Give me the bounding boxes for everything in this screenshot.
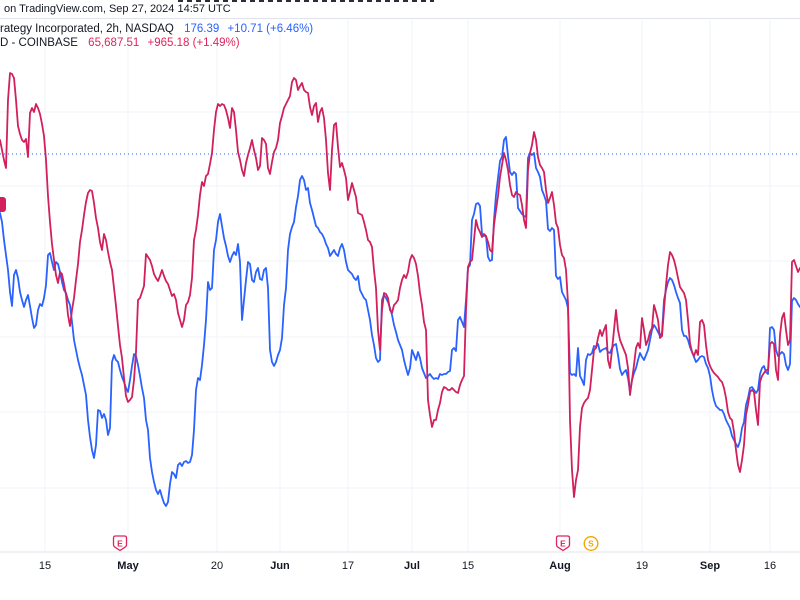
legend-row-btc[interactable]: D - COINBASE 65,687.51 +965.18 (+1.49%) <box>0 36 313 50</box>
mstr-symbol-label: rategy Incorporated, 2h, NASDAQ <box>0 23 174 35</box>
x-tick-15[interactable]: 15 <box>39 560 51 572</box>
header-divider <box>0 18 800 19</box>
x-tick-19[interactable]: 19 <box>636 560 648 572</box>
earnings-badge-icon[interactable] <box>555 535 571 552</box>
x-tick-may[interactable]: May <box>117 560 139 572</box>
legend: rategy Incorporated, 2h, NASDAQ 176.39 +… <box>0 22 313 50</box>
legend-row-mstr[interactable]: rategy Incorporated, 2h, NASDAQ 176.39 +… <box>0 22 313 36</box>
clipped-text-sliver <box>178 0 434 2</box>
event-badge-label: S <box>588 538 594 548</box>
btc-last-price: 65,687.51 <box>88 37 140 49</box>
attribution-text: on TradingView.com, Sep 27, 2024 14:57 U… <box>4 3 231 15</box>
x-tick-16[interactable]: 16 <box>764 560 776 572</box>
x-tick-aug[interactable]: Aug <box>549 560 570 572</box>
x-tick-15[interactable]: 15 <box>462 560 474 572</box>
x-tick-jul[interactable]: Jul <box>404 560 420 572</box>
event-badge-label: E <box>117 538 123 548</box>
event-badge-label: E <box>560 538 566 548</box>
x-tick-sep[interactable]: Sep <box>700 560 720 572</box>
mstr-change: +10.71 (+6.46%) <box>227 23 314 35</box>
split-badge-icon[interactable] <box>583 536 599 552</box>
x-tick-jun[interactable]: Jun <box>270 560 290 572</box>
btc-change: +965.18 (+1.49%) <box>147 37 240 49</box>
btc-symbol-label: D - COINBASE <box>0 37 78 49</box>
mstr-last-price: 176.39 <box>184 23 220 35</box>
x-tick-17[interactable]: 17 <box>342 560 354 572</box>
earnings-badge-icon[interactable] <box>112 535 128 552</box>
mstr-line[interactable] <box>0 136 800 507</box>
x-tick-20[interactable]: 20 <box>211 560 223 572</box>
btc-line[interactable] <box>0 72 800 498</box>
clipped-price-marker <box>0 197 6 212</box>
